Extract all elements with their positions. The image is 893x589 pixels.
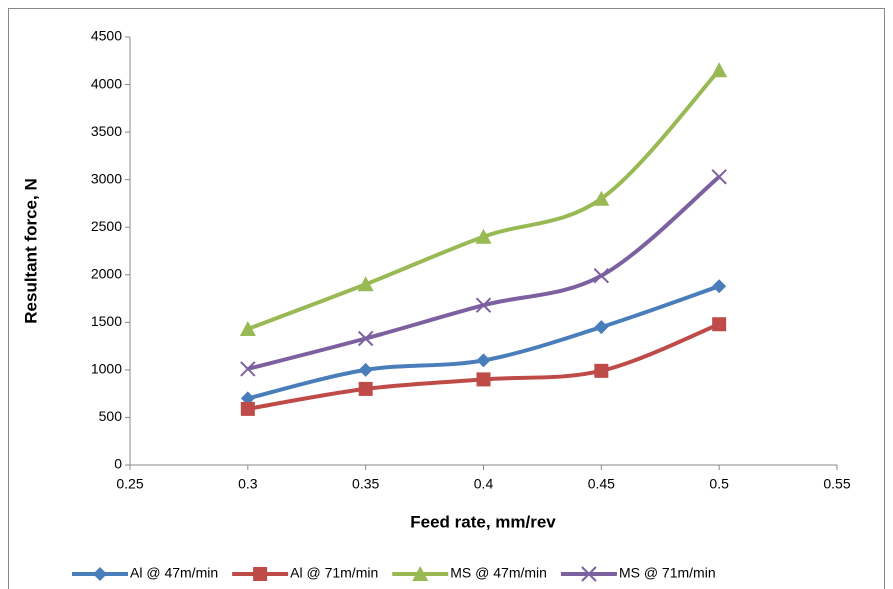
marker	[476, 353, 491, 368]
x-tick-label: 0.5	[709, 476, 729, 492]
legend-label: MS @ 71m/min	[619, 565, 716, 581]
marker	[358, 362, 373, 377]
marker	[593, 268, 610, 284]
marker	[594, 363, 609, 378]
legend-label: Al @ 71m/min	[290, 565, 378, 581]
marker	[239, 320, 256, 336]
x-tick-label: 0.3	[238, 476, 258, 492]
marker	[412, 566, 429, 581]
y-tick-label: 3500	[91, 123, 122, 139]
x-tick-label: 0.55	[823, 476, 850, 492]
y-tick-label: 0	[114, 456, 122, 472]
x-tick-label: 0.25	[116, 476, 143, 492]
marker	[712, 317, 727, 332]
marker	[475, 297, 492, 313]
marker	[711, 62, 728, 78]
marker	[594, 320, 609, 335]
y-tick-label: 3000	[91, 170, 122, 186]
marker	[253, 567, 268, 581]
y-tick-label: 4500	[91, 28, 122, 44]
marker	[581, 566, 597, 582]
marker	[358, 381, 373, 396]
legend-label: Al @ 47m/min	[130, 565, 218, 581]
x-tick-label: 0.35	[352, 476, 379, 492]
marker	[593, 190, 610, 206]
chart-border	[8, 8, 885, 589]
y-tick-label: 1500	[91, 313, 122, 329]
marker	[240, 361, 256, 377]
y-tick-label: 1000	[91, 361, 122, 377]
marker	[475, 228, 492, 244]
x-tick-label: 0.45	[588, 476, 615, 492]
marker	[476, 372, 491, 387]
marker	[357, 276, 374, 292]
marker	[712, 279, 727, 294]
y-tick-label: 500	[99, 408, 123, 424]
x-axis-title: Feed rate, mm/rev	[410, 512, 556, 531]
y-tick-label: 2500	[91, 218, 122, 234]
marker	[711, 169, 727, 185]
legend-label: MS @ 47m/min	[450, 565, 547, 581]
marker	[357, 330, 374, 347]
marker	[240, 401, 255, 416]
y-axis-title: Resultant force, N	[21, 178, 40, 323]
marker	[93, 567, 107, 581]
y-tick-label: 2000	[91, 265, 122, 281]
x-tick-label: 0.4	[474, 476, 494, 492]
y-tick-label: 4000	[91, 75, 122, 91]
